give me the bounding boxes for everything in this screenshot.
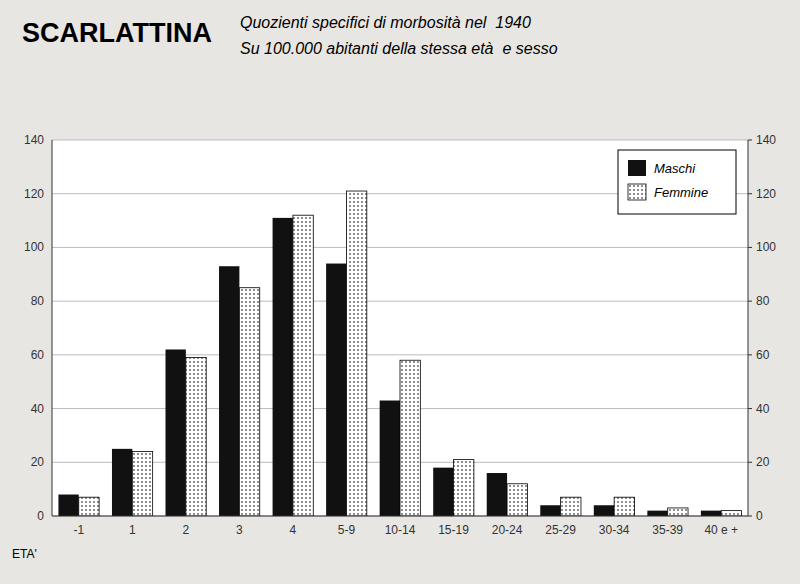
subtitle: Quozienti specifici di morbosità nel 194… (240, 14, 531, 31)
grid-line (52, 301, 748, 302)
y2-tick-label: 100 (756, 240, 776, 254)
y2-tick-label: 140 (756, 133, 776, 147)
bar (647, 511, 667, 516)
x-tick-label: 2 (183, 523, 190, 537)
bar (239, 288, 259, 516)
grid-line (52, 354, 748, 355)
title: SCARLATTINA (22, 18, 212, 48)
bar (380, 401, 400, 516)
grid-line (52, 247, 748, 248)
bar (219, 266, 239, 516)
y2-tick-label: 80 (756, 294, 770, 308)
y-tick-label: 40 (31, 402, 45, 416)
bar (166, 349, 186, 516)
y-tick-label: 100 (24, 240, 44, 254)
bar (132, 452, 152, 516)
y2-tick-label: 0 (756, 509, 763, 523)
bar (454, 460, 474, 516)
bar (701, 511, 721, 516)
x-tick-label: 10-14 (385, 523, 416, 537)
bar (112, 449, 132, 516)
x-tick-label: 3 (236, 523, 243, 537)
bar (326, 264, 346, 516)
chart-container: SCARLATTINA Quozienti specifici di morbos… (0, 0, 800, 584)
y-tick-label: 20 (31, 455, 45, 469)
x-tick-label: -1 (73, 523, 84, 537)
y2-tick (748, 301, 752, 302)
y-tick-label: 60 (31, 348, 45, 362)
grid-line (52, 140, 748, 141)
bar (433, 468, 453, 516)
bars (58, 191, 741, 516)
y-tick-label: 0 (37, 509, 44, 523)
y2-tick-label: 20 (756, 455, 770, 469)
x-tick-label: 4 (290, 523, 297, 537)
bar (293, 215, 313, 516)
x-tick-label: 1 (129, 523, 136, 537)
bar (186, 358, 206, 516)
x-tick-label: 25-29 (545, 523, 576, 537)
bar (614, 497, 634, 516)
y2-tick-label: 60 (756, 348, 770, 362)
y2-tick (748, 354, 752, 355)
y-tick-label: 140 (24, 133, 44, 147)
x-tick-label: 30-34 (599, 523, 630, 537)
x-tick-label: 20-24 (492, 523, 523, 537)
x-tick-label: 35-39 (652, 523, 683, 537)
y2-tick-label: 40 (756, 402, 770, 416)
bar (79, 497, 99, 516)
legend-label: Maschi (654, 161, 696, 176)
y2-axis-line (748, 140, 749, 516)
legend-label: Femmine (654, 185, 708, 200)
bar (58, 495, 78, 516)
subtitle: Su 100.000 abitanti della stessa età e s… (240, 40, 558, 57)
x-axis-line (52, 516, 748, 517)
x-tick-label: 40 e + (704, 523, 738, 537)
x-axis-label: ETA' (12, 547, 37, 561)
y2-tick (748, 193, 752, 194)
bar (346, 191, 366, 516)
y2-tick-label: 120 (756, 187, 776, 201)
x-tick-label: 5-9 (338, 523, 356, 537)
bar (507, 484, 527, 516)
y-tick-label: 120 (24, 187, 44, 201)
y2-tick (748, 462, 752, 463)
legend-swatch (628, 160, 646, 176)
y2-tick (748, 408, 752, 409)
legend: Maschi Femmine (618, 150, 736, 214)
background (0, 0, 800, 584)
bar (561, 497, 581, 516)
grid-line (52, 516, 748, 517)
legend-frame (618, 150, 736, 214)
y-axis-line (52, 140, 53, 516)
bar (487, 473, 507, 516)
bar (668, 508, 688, 516)
y2-tick (748, 140, 752, 141)
bar (273, 218, 293, 516)
chart-svg: SCARLATTINA Quozienti specifici di morbos… (0, 0, 800, 584)
bar (400, 360, 420, 516)
bar (540, 505, 560, 516)
legend-swatch (628, 184, 646, 200)
y2-tick (748, 516, 752, 517)
x-tick-label: 15-19 (438, 523, 469, 537)
bar (721, 511, 741, 516)
y2-tick (748, 247, 752, 248)
plot-background (52, 140, 748, 516)
y-tick-label: 80 (31, 294, 45, 308)
bar (594, 505, 614, 516)
